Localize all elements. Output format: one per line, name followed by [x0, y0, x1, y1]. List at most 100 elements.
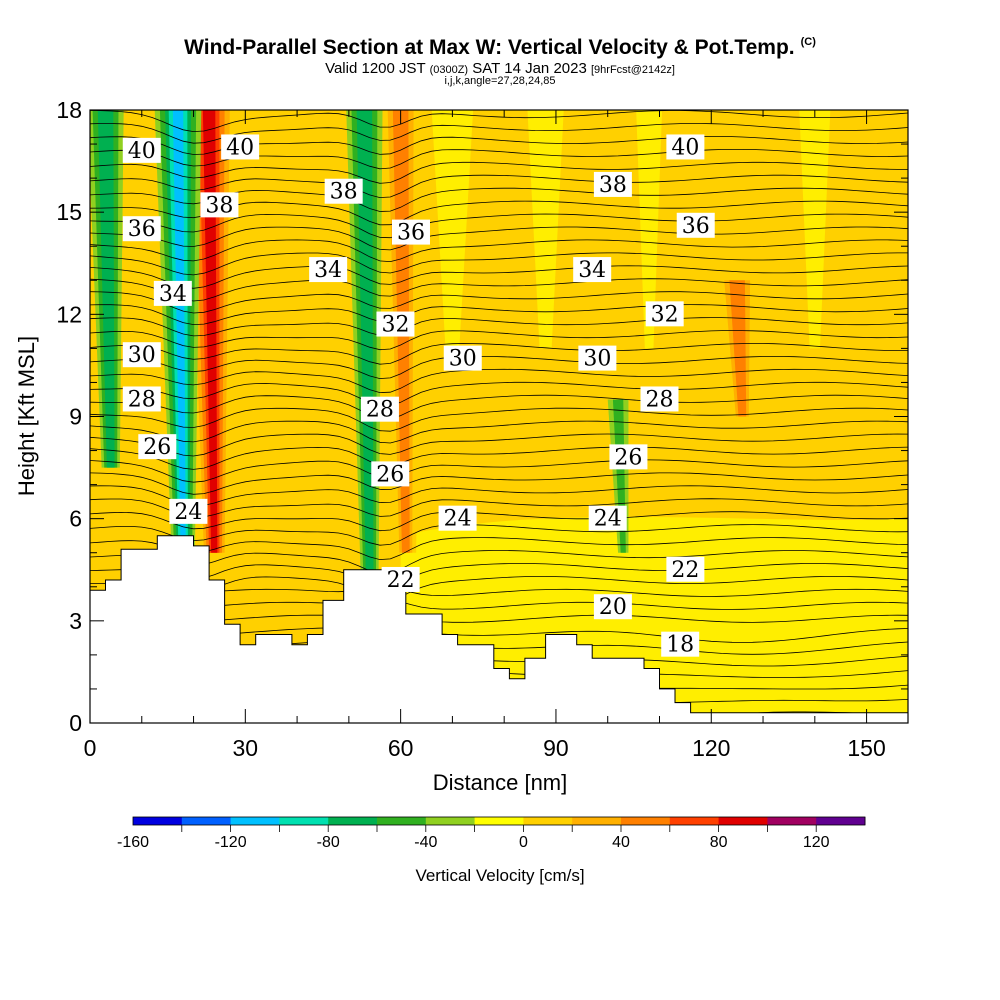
weak-vertical-motion: [527, 110, 564, 349]
isentrope-line: [90, 537, 908, 561]
contour-label-text: 32: [651, 302, 679, 327]
contour-label-box: [309, 257, 348, 283]
x-tick-label: 150: [847, 735, 885, 761]
isentrope-line: [90, 511, 908, 532]
contour-label: 40: [122, 137, 161, 164]
colorbar-tick-label: 0: [519, 834, 528, 851]
isentrope-line: [90, 355, 908, 380]
contour-label-text: 24: [594, 507, 622, 532]
y-tick-label: 9: [69, 404, 82, 430]
contour-label-box: [438, 505, 477, 531]
chart-title-text: Wind-Parallel Section at Max W: Vertical…: [184, 36, 795, 59]
contour-label-box: [609, 444, 648, 470]
contour-label-text: 26: [376, 462, 404, 487]
y-tick-label: 18: [56, 97, 82, 123]
contour-label-text: 30: [128, 343, 156, 368]
isentrope-line: [90, 226, 908, 251]
colorbar-swatch: [816, 817, 866, 825]
y-tick-label: 12: [56, 301, 82, 327]
contour-label: 38: [200, 192, 239, 218]
x-axis-label: Distance [nm]: [433, 770, 568, 795]
colorbar-tick-label: 120: [803, 834, 830, 851]
contour-label-text: 28: [128, 387, 156, 412]
contour-label: 24: [169, 498, 208, 525]
isentrope-line: [90, 609, 908, 623]
isentrope-line: [90, 433, 908, 457]
colorbar-tick-label: -160: [117, 834, 149, 851]
valid-time: Valid 1200 JST: [325, 60, 426, 77]
colorbar-swatch: [474, 817, 524, 825]
contour-label-text: 32: [381, 313, 409, 338]
contour-label: 28: [360, 396, 399, 423]
contour-label: 18: [661, 631, 700, 658]
colorbar-swatch: [328, 817, 378, 825]
theta-contour-labels: 40 40 40 38 38 38 36 36 36 34 34 34 32 32 30 30 30 28 28 28…: [122, 134, 715, 658]
contour-label-box: [381, 566, 420, 592]
isentrope-line: [90, 343, 908, 365]
contour-label: 28: [122, 386, 161, 412]
isentrope-line: [90, 472, 908, 495]
contour-label-box: [122, 342, 161, 368]
contour-label-text: 30: [449, 347, 477, 372]
terrain: [89, 535, 909, 724]
weak-vertical-motion: [431, 110, 474, 349]
x-tick-label: 120: [692, 735, 730, 761]
isentrope-line: [90, 524, 908, 546]
colorbar-tick-label: -120: [215, 834, 247, 851]
contour-label-box: [122, 216, 161, 242]
contour-label-text: 40: [671, 135, 699, 160]
contour-label-text: 40: [226, 135, 254, 160]
contour-label: 34: [153, 280, 192, 307]
contour-label-text: 40: [128, 139, 156, 164]
contour-label: 30: [122, 342, 161, 368]
isentrope-line: [90, 239, 908, 263]
isentrope-line: [90, 459, 908, 483]
contour-label: 26: [609, 444, 648, 470]
colorbar-swatch: [230, 817, 280, 825]
contour-label-text: 26: [143, 435, 171, 460]
contour-label-text: 22: [387, 568, 415, 593]
contour-label-text: 36: [397, 221, 425, 246]
isentrope-line: [90, 330, 908, 351]
isentrope-line: [90, 446, 908, 470]
contour-label-box: [360, 396, 399, 422]
isentrope-line: [90, 265, 908, 289]
contour-label-text: 36: [682, 214, 710, 239]
isentrope-line: [90, 381, 908, 407]
colorbar-tick-label: -80: [317, 834, 340, 851]
grid-indices: i,j,k,angle=27,28,24,85: [444, 75, 556, 87]
contour-label: 34: [573, 257, 612, 283]
contour-label-text: 34: [159, 282, 187, 307]
contour-label-box: [391, 219, 430, 245]
contour-label: 26: [371, 461, 410, 487]
colorbar-swatch: [181, 817, 232, 825]
contour-label-text: 34: [578, 258, 606, 283]
colorbar-tick-label: 40: [612, 834, 630, 851]
contour-label-box: [645, 301, 684, 327]
isentrope-line: [90, 485, 908, 507]
contour-label-text: 28: [366, 398, 394, 423]
contour-label: 38: [593, 171, 632, 198]
contour-label: 32: [376, 311, 415, 338]
contour-label-box: [138, 434, 177, 460]
colorbar-swatch: [767, 817, 817, 825]
zulu-time: (0300Z): [429, 64, 469, 76]
contour-label: 32: [645, 301, 684, 327]
isentrope-line: [90, 252, 908, 276]
y-tick-label: 3: [69, 608, 82, 634]
isentrope-line: [90, 317, 908, 337]
contour-label: 24: [438, 505, 477, 532]
colorbar-swatch: [718, 817, 768, 825]
contour-label-box: [578, 345, 617, 371]
isentrope-line: [90, 213, 908, 239]
isentrope-line: [90, 161, 908, 184]
colorbar-tick-label: 80: [710, 834, 728, 851]
contour-label: 34: [309, 257, 348, 283]
isentrope-line: [90, 394, 908, 420]
contour-label: 36: [391, 219, 430, 246]
contour-label-box: [588, 505, 627, 531]
x-tick-label: 0: [84, 735, 97, 761]
contour-label-box: [153, 280, 192, 306]
colorbar-swatch: [279, 817, 329, 825]
orange-updraft: [729, 280, 747, 417]
